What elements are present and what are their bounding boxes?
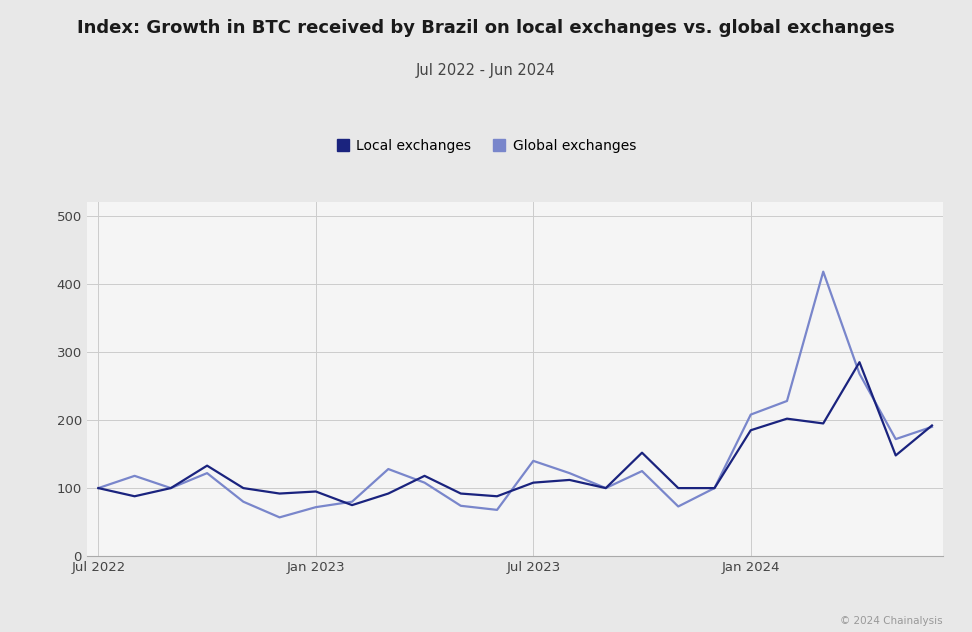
Text: Index: Growth in BTC received by Brazil on local exchanges vs. global exchanges: Index: Growth in BTC received by Brazil …: [77, 19, 895, 37]
Legend: Local exchanges, Global exchanges: Local exchanges, Global exchanges: [330, 133, 642, 159]
Text: © 2024 Chainalysis: © 2024 Chainalysis: [840, 616, 943, 626]
Text: Jul 2022 - Jun 2024: Jul 2022 - Jun 2024: [416, 63, 556, 78]
